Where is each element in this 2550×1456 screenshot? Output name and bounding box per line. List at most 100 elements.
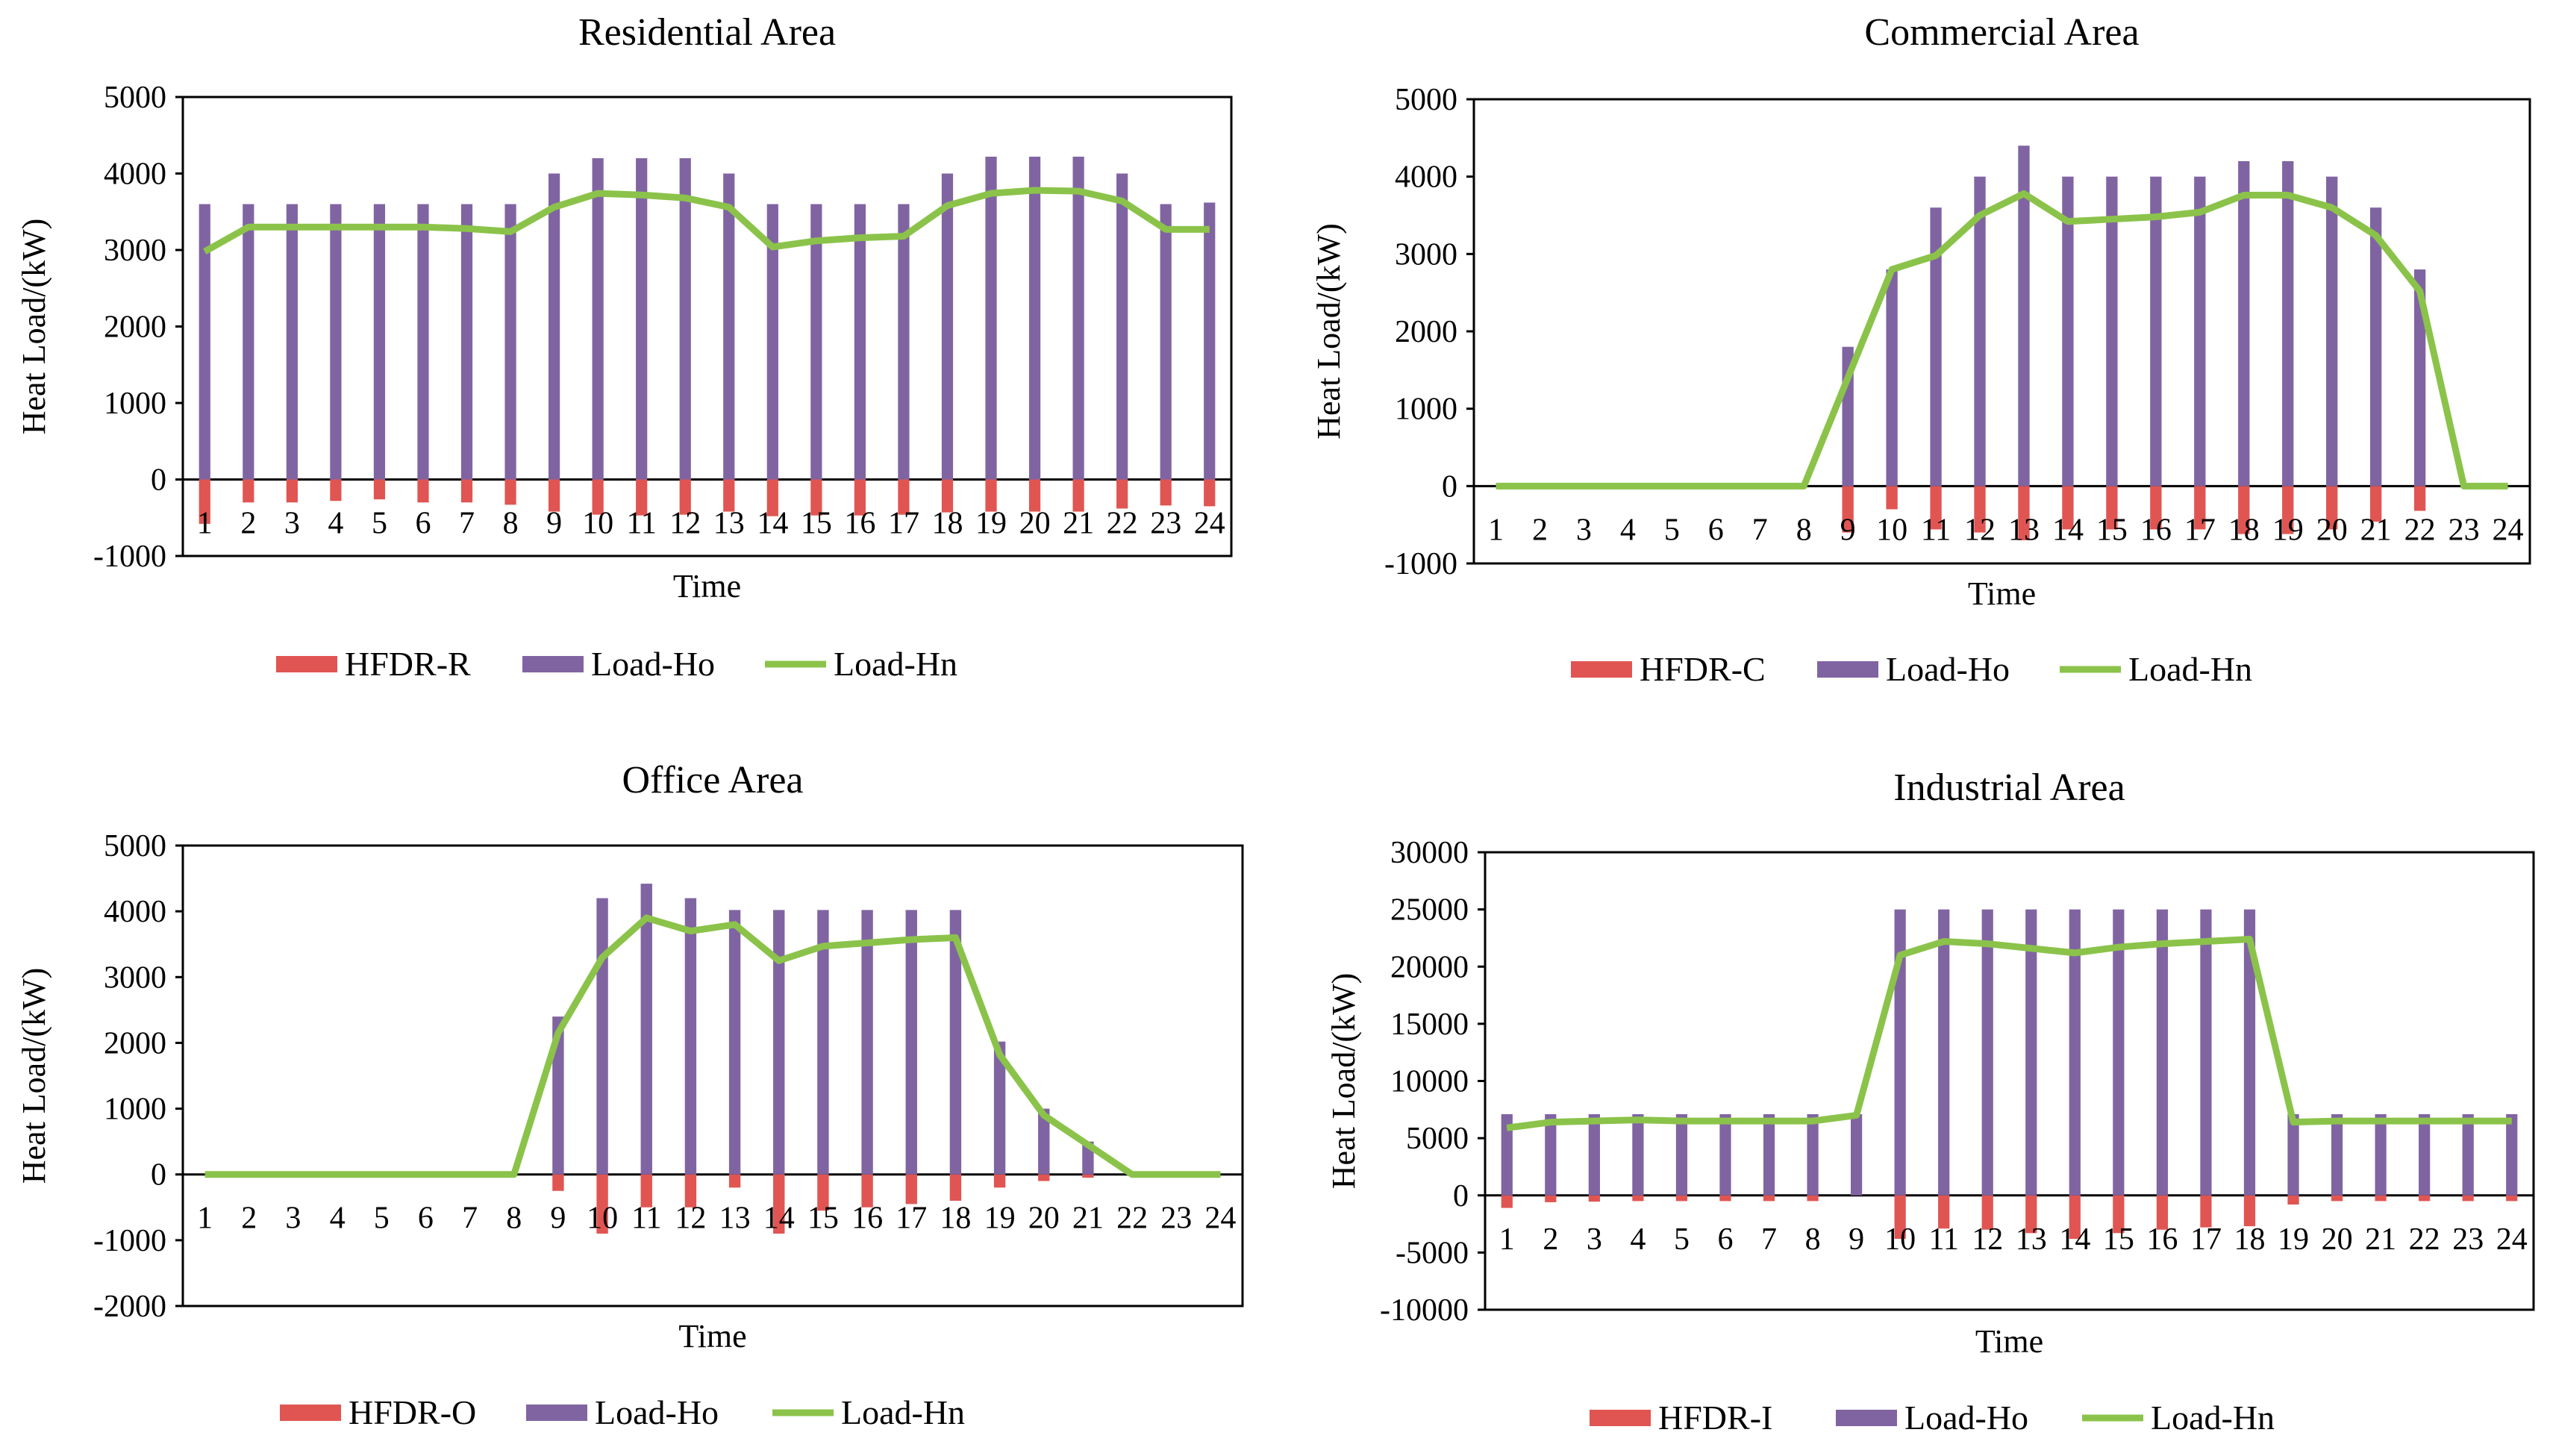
bar-hfdr-c-22	[2413, 486, 2426, 511]
bar-load-ho-2	[243, 204, 254, 480]
bar-load-ho-11	[1930, 207, 1942, 487]
x-tick-label: 4	[1620, 513, 1636, 547]
legend-label: Load-Ho	[595, 1393, 719, 1431]
chart-panel-3: Office Area -2000 -1000 0 1000 2000 3000 4000 50…	[16, 759, 1244, 1431]
bar-hfdr-c-13	[2018, 486, 2030, 540]
bar-hfdr-o-13	[728, 1174, 741, 1188]
x-tick-label: 8	[503, 507, 519, 541]
y-tick-label: 0	[151, 463, 166, 498]
bar-hfdr-r-5	[373, 479, 386, 500]
bar-hfdr-c-15	[2106, 486, 2118, 530]
x-tick-label: 12	[675, 1202, 706, 1236]
bar-hfdr-r-3	[286, 479, 298, 503]
bar-hfdr-i-19	[2287, 1195, 2299, 1205]
bar-hfdr-r-15	[810, 479, 822, 516]
bar-load-ho-17	[905, 910, 917, 1175]
bar-load-ho-1	[199, 204, 210, 480]
bar-load-ho-18	[2238, 160, 2250, 487]
bar-hfdr-r-23	[1160, 479, 1172, 506]
bar-load-ho-3	[286, 204, 298, 480]
chart-panel-4: Industrial Area -10000 -5000 0 5000 10000 1500…	[1325, 766, 2535, 1437]
x-tick-label: 13	[713, 507, 745, 541]
bar-load-ho-14	[2062, 176, 2074, 487]
x-tick-label: 4	[330, 1202, 346, 1236]
y-tick-label: 1000	[104, 387, 166, 421]
bar-hfdr-r-22	[1116, 479, 1128, 509]
legend-swatch-hfdr-i	[1590, 1410, 1651, 1426]
x-tick-label: 17	[888, 507, 919, 541]
x-tick-label: 22	[1107, 507, 1138, 541]
x-tick-label: 16	[851, 1202, 883, 1236]
x-tick-label: 7	[459, 507, 475, 541]
bar-load-ho-6	[1719, 1113, 1731, 1196]
bar-hfdr-i-12	[1981, 1195, 1993, 1230]
x-tick-label: 24	[1204, 1202, 1236, 1236]
bar-load-ho-12	[1974, 176, 1986, 487]
bar-hfdr-r-18	[941, 479, 954, 513]
legend-label: Load-Ho	[591, 645, 715, 683]
bar-load-ho-21	[2369, 207, 2382, 487]
x-tick-label: 17	[896, 1202, 927, 1236]
bar-hfdr-r-20	[1028, 479, 1041, 512]
bar-hfdr-i-18	[2243, 1195, 2256, 1227]
bar-load-ho-15	[810, 204, 822, 480]
x-tick-label: 13	[719, 1202, 751, 1236]
legend-swatch-load-ho	[1817, 661, 1878, 678]
legend-swatch-hfdr-r	[276, 656, 337, 672]
x-tick-label: 1	[1488, 513, 1504, 547]
y-tick-label: -5000	[1396, 1236, 1469, 1270]
bar-load-ho-7	[460, 204, 473, 480]
bar-load-ho-19	[2282, 160, 2294, 487]
legend-label: Load-Hn	[841, 1393, 965, 1431]
x-tick-label: 24	[1194, 507, 1225, 541]
bar-load-ho-8	[1807, 1113, 1819, 1196]
x-tick-label: 7	[462, 1202, 478, 1236]
bar-load-ho-6	[417, 204, 429, 480]
y-tick-label: 20000	[1390, 950, 1469, 984]
bar-hfdr-i-7	[1763, 1195, 1775, 1202]
bar-hfdr-i-14	[2069, 1195, 2081, 1239]
x-tick-label: 23	[2452, 1222, 2484, 1257]
bar-hfdr-c-12	[1974, 486, 1986, 533]
bar-hfdr-i-17	[2200, 1195, 2212, 1228]
bar-hfdr-i-13	[2025, 1195, 2037, 1234]
bar-load-ho-7	[1763, 1113, 1775, 1196]
x-tick-label: 20	[2322, 1222, 2353, 1257]
bar-load-ho-24	[1204, 202, 1216, 480]
y-tick-label: 4000	[104, 895, 166, 929]
bar-load-ho-19	[985, 156, 997, 480]
bar-hfdr-i-1	[1501, 1195, 1513, 1208]
bar-load-ho-5	[373, 204, 386, 480]
y-tick-label: 3000	[104, 234, 166, 268]
x-tick-label: 10	[1876, 513, 1907, 547]
bar-hfdr-i-21	[2375, 1195, 2387, 1202]
legend-label: HFDR-R	[345, 645, 471, 683]
bar-hfdr-i-10	[1894, 1195, 1906, 1239]
bar-hfdr-r-8	[504, 479, 516, 505]
bar-load-ho-12	[684, 898, 697, 1175]
bar-hfdr-c-11	[1930, 486, 1942, 530]
x-tick-label: 5	[374, 1202, 390, 1236]
line-load-hn	[1506, 935, 2512, 1131]
bar-hfdr-o-10	[596, 1174, 608, 1234]
x-tick-label: 7	[1761, 1222, 1777, 1257]
x-tick-label: 23	[1160, 1202, 1192, 1236]
x-tick-label: 12	[1972, 1222, 2003, 1257]
bar-hfdr-r-12	[679, 479, 691, 515]
bar-load-ho-16	[2150, 176, 2162, 487]
bar-load-ho-16	[854, 204, 866, 480]
y-tick-label: 5000	[104, 81, 166, 115]
bar-hfdr-i-16	[2156, 1195, 2169, 1230]
bar-load-ho-1	[1501, 1113, 1513, 1196]
y-tick-label: 0	[1442, 469, 1457, 504]
x-axis-label: Time	[673, 568, 741, 604]
bar-load-ho-15	[817, 910, 829, 1175]
x-tick-label: 17	[2190, 1222, 2222, 1257]
chart-title: Commercial Area	[1864, 11, 2139, 54]
y-tick-label: 3000	[104, 960, 166, 995]
x-tick-label: 9	[550, 1202, 566, 1236]
y-tick-label: 25000	[1390, 893, 1469, 928]
x-tick-label: 8	[1796, 513, 1812, 547]
legend-label: Load-Hn	[834, 645, 957, 683]
bar-hfdr-r-1	[199, 479, 210, 524]
